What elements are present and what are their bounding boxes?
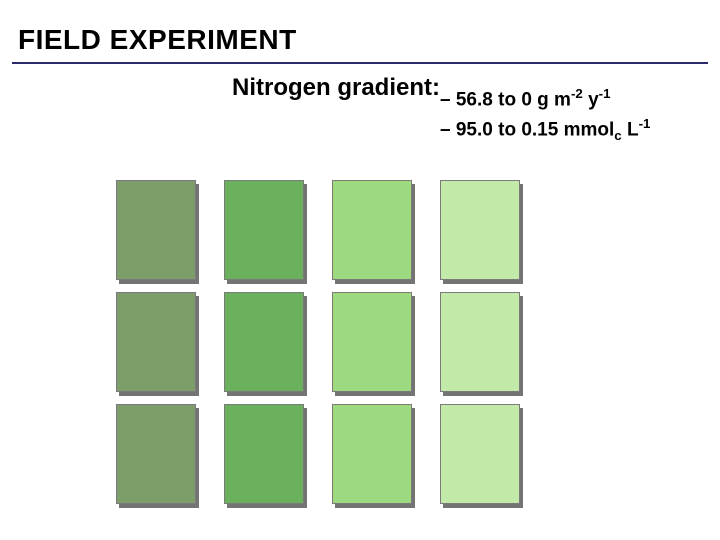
gradient-bullets: – 56.8 to 0 g m-2 y-1 – 95.0 to 0.15 mmo… bbox=[440, 84, 650, 145]
subtitle: Nitrogen gradient: bbox=[232, 74, 440, 102]
bullet-sub: c bbox=[614, 128, 621, 143]
grid-cell bbox=[116, 180, 196, 280]
title-underline bbox=[12, 62, 708, 64]
bullet-sup2: -1 bbox=[599, 86, 611, 101]
bullet-mid: L bbox=[622, 119, 639, 140]
page-title: FIELD EXPERIMENT bbox=[18, 24, 297, 56]
bullet-sup: -2 bbox=[571, 86, 583, 101]
bullet-dash: – bbox=[440, 119, 451, 140]
grid-cell bbox=[224, 292, 304, 392]
bullet-2: – 95.0 to 0.15 mmolc L-1 bbox=[440, 114, 650, 145]
grid-cell bbox=[332, 292, 412, 392]
gradient-grid bbox=[116, 180, 520, 504]
grid-cell bbox=[224, 404, 304, 504]
bullet-text: 95.0 to 0.15 mmol bbox=[456, 119, 614, 140]
bullet-mid: y bbox=[583, 89, 599, 110]
grid-cell bbox=[332, 404, 412, 504]
grid-cell bbox=[224, 180, 304, 280]
grid-cell bbox=[440, 404, 520, 504]
grid-cell bbox=[116, 292, 196, 392]
bullet-1: – 56.8 to 0 g m-2 y-1 bbox=[440, 84, 650, 114]
grid-cell bbox=[440, 292, 520, 392]
grid-cell bbox=[116, 404, 196, 504]
bullet-text: 56.8 to 0 g m bbox=[456, 89, 571, 110]
grid-cell bbox=[440, 180, 520, 280]
bullet-sup2: -1 bbox=[639, 116, 651, 131]
grid-cell bbox=[332, 180, 412, 280]
bullet-dash: – bbox=[440, 89, 451, 110]
